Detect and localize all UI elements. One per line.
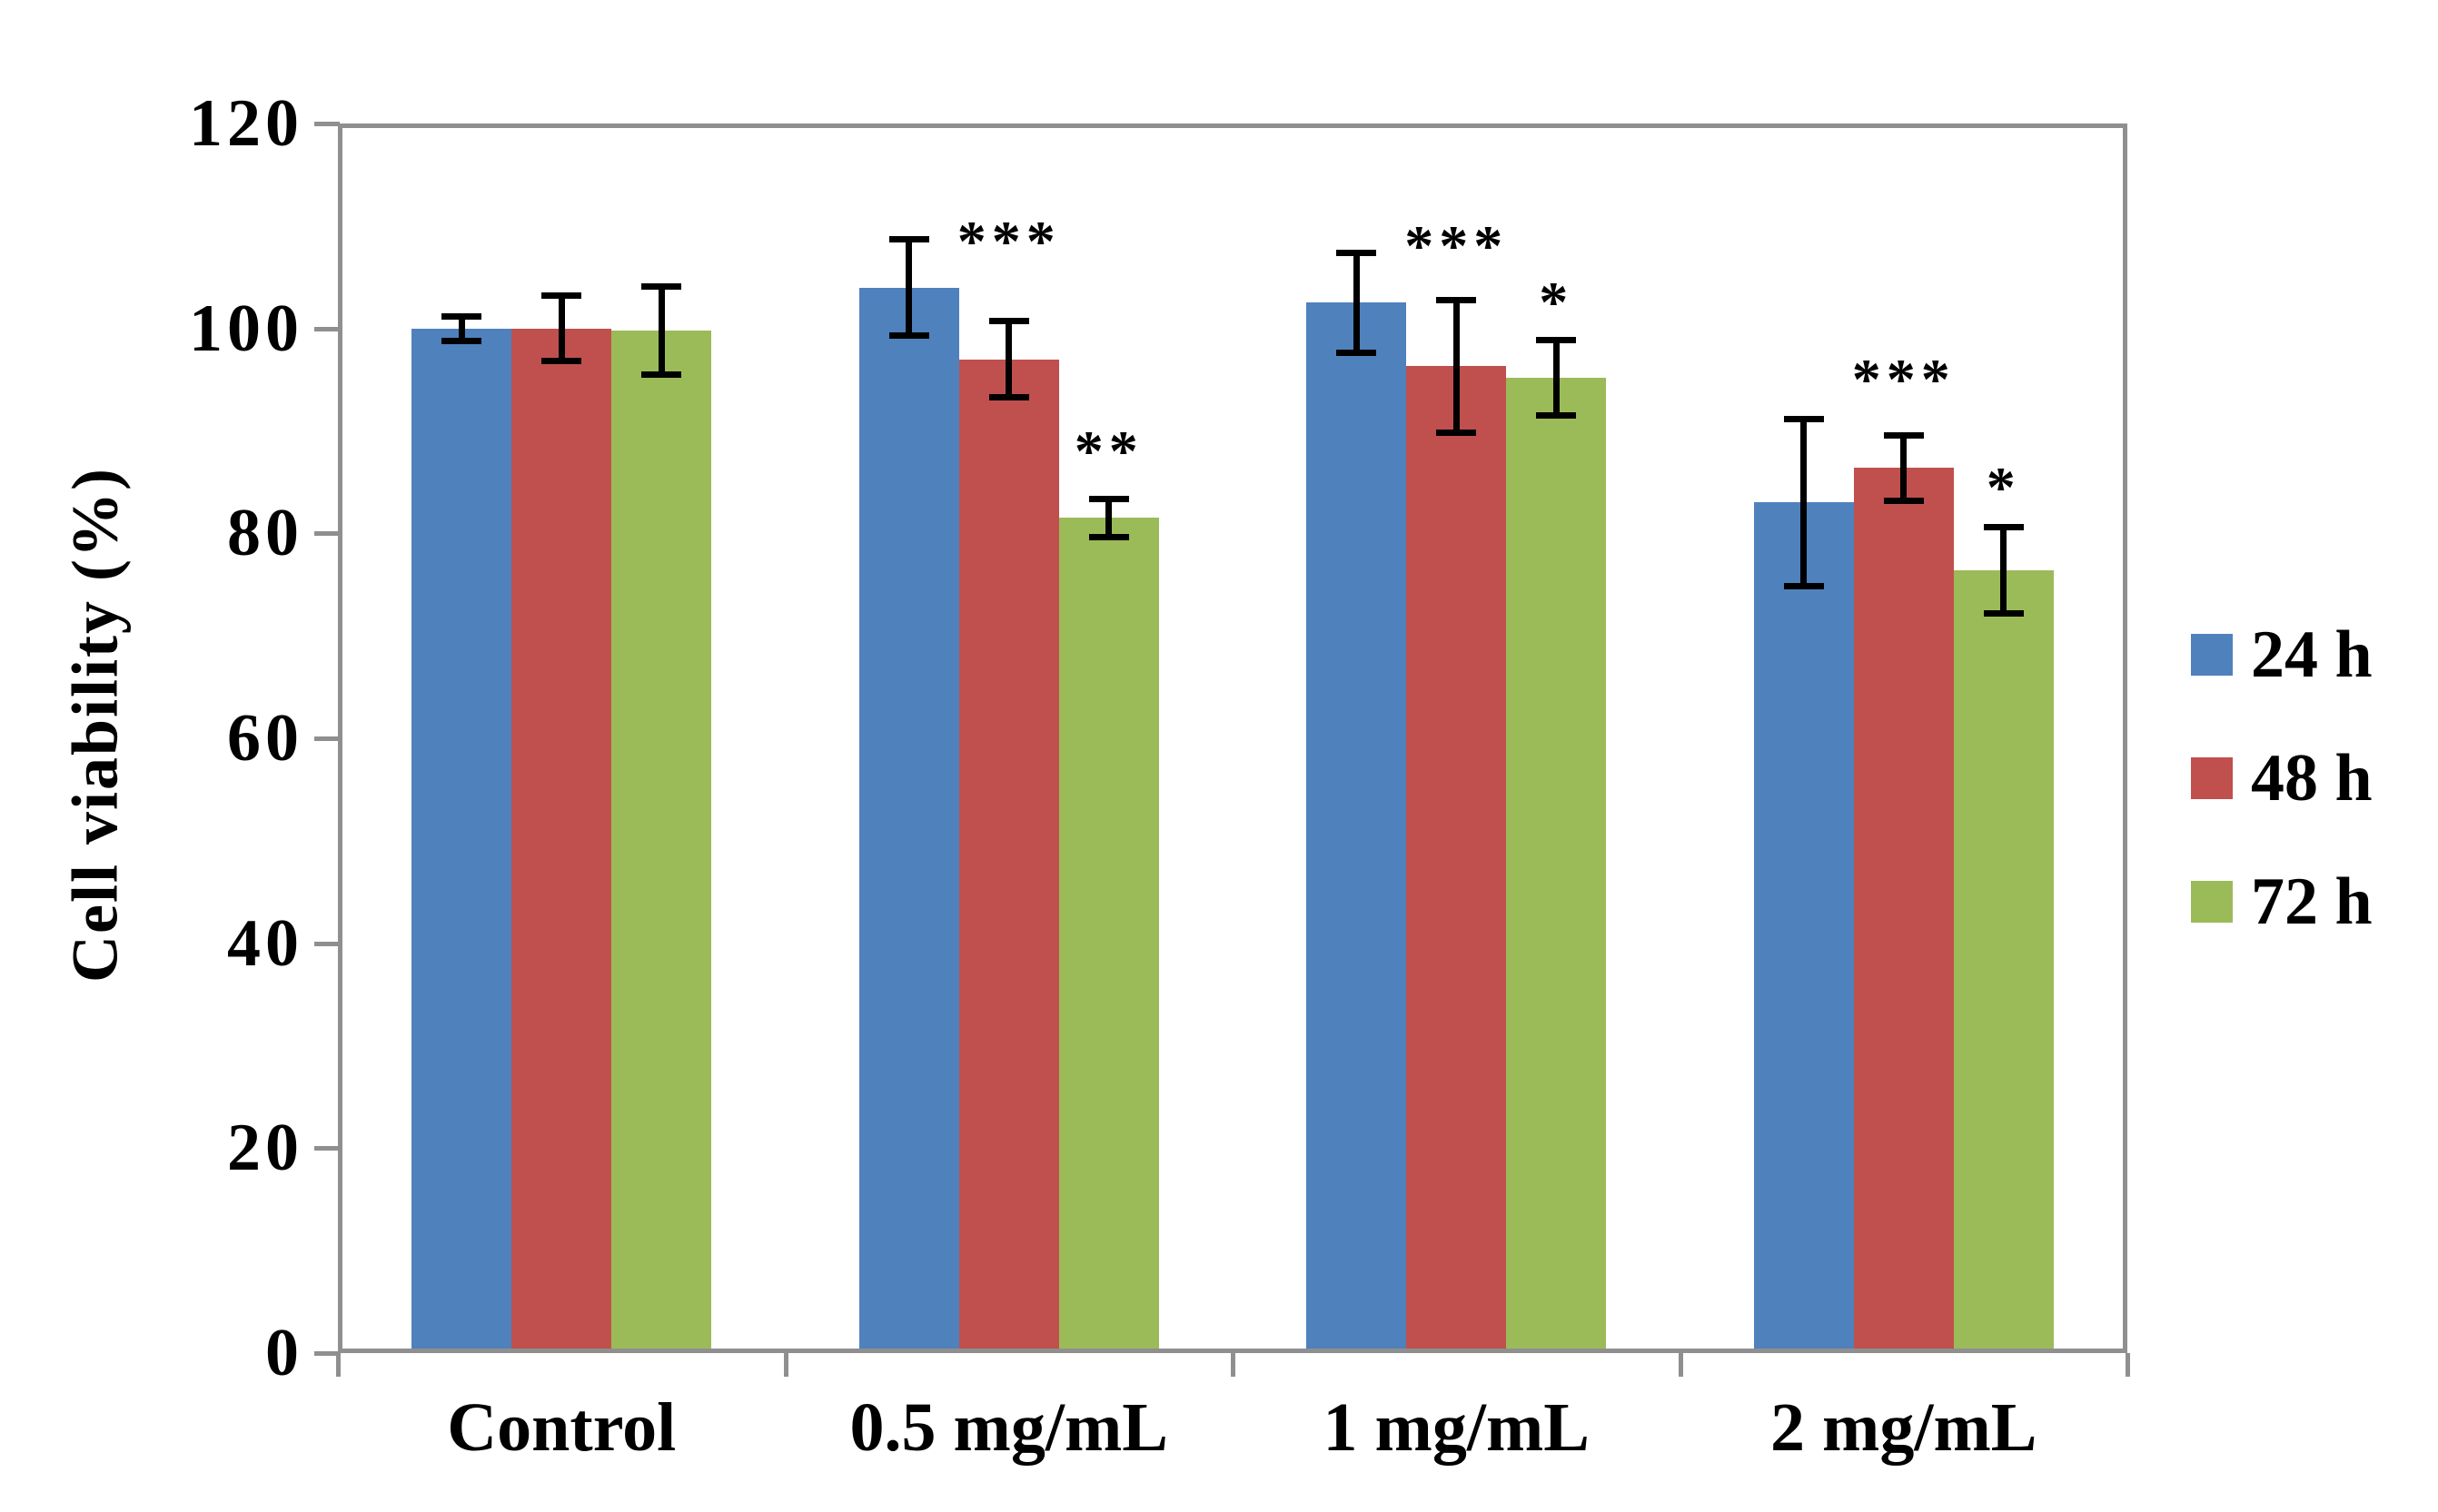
significance-marker: * [1986,454,2021,519]
error-bar-24h-control [458,312,465,344]
x-tick-mark [1678,1353,1683,1377]
significance-marker: ** [1074,419,1144,484]
error-bar-cap [1088,495,1129,502]
error-bar-cap [1883,497,1924,504]
x-axis-label-2-mg-ml: 2 mg/mL [1770,1389,2037,1466]
bar-48h-1-mg-ml [1406,366,1507,1351]
error-bar-cap [441,312,482,320]
error-bar-48h-0.5-mg-ml [1006,318,1013,400]
legend-swatch-72h-icon [2191,881,2233,923]
legend-label-72h: 72 h [2251,865,2373,939]
error-bar-72h-0.5-mg-ml [1105,495,1113,541]
x-axis-label-1-mg-ml: 1 mg/mL [1323,1389,1590,1466]
error-bar-cap [1536,336,1577,343]
legend-item-72h: 72 h [2191,866,2373,937]
error-bar-cap [1336,249,1377,256]
bar-24h-2-mg-ml [1753,502,1854,1351]
legend-item-48h: 48 h [2191,743,2373,814]
legend-item-24h: 24 h [2191,619,2373,690]
significance-marker: *** [1404,213,1509,279]
error-bar-cap [988,393,1029,400]
legend-swatch-48h-icon [2191,757,2233,799]
y-tick-mark [314,736,340,741]
x-tick-mark [2126,1353,2130,1377]
y-tick-label: 40 [227,905,303,981]
error-bar-24h-2-mg-ml [1800,415,1808,590]
y-tick-label: 80 [227,496,303,571]
bar-48h-0.5-mg-ml [958,359,1059,1351]
significance-marker: *** [956,208,1061,273]
bar-72h-2-mg-ml [1953,569,2054,1351]
y-tick-mark [314,1351,340,1356]
error-bar-cap [1436,430,1477,437]
error-bar-cap [1783,415,1824,422]
error-bar-cap [641,371,682,378]
y-tick-label: 120 [189,86,303,161]
legend: 24 h 48 h 72 h [2191,619,2373,937]
error-bar-24h-1-mg-ml [1353,249,1360,357]
y-tick-label: 20 [227,1111,303,1186]
y-tick-mark [314,122,340,126]
error-bar-72h-1-mg-ml [1552,336,1560,419]
error-bar-cap [988,318,1029,325]
bar-72h-1-mg-ml [1506,377,1607,1351]
error-bar-cap [1883,431,1924,439]
error-bar-cap [888,331,929,339]
error-bar-cap [1088,534,1129,541]
error-bar-cap [1983,609,2024,617]
error-bar-48h-control [558,292,565,365]
error-bar-cap [1536,411,1577,419]
legend-label-24h: 24 h [2251,618,2373,692]
y-tick-label: 60 [227,701,303,776]
error-bar-24h-0.5-mg-ml [906,236,913,339]
y-tick-mark [314,1146,340,1151]
error-bar-48h-2-mg-ml [1900,431,1908,504]
error-bar-cap [888,236,929,243]
legend-label-48h: 48 h [2251,741,2373,815]
bar-24h-1-mg-ml [1306,302,1407,1351]
error-bar-72h-control [658,283,665,378]
bar-48h-control [511,328,612,1351]
error-bar-cap [541,358,582,365]
y-tick-mark [314,326,340,331]
error-bar-cap [1983,524,2024,531]
legend-swatch-24h-icon [2191,634,2233,676]
y-tick-label: 0 [265,1316,303,1390]
y-tick-mark [314,531,340,537]
error-bar-48h-1-mg-ml [1452,296,1460,437]
x-axis-label-control: Control [447,1389,677,1466]
error-bar-cap [1436,296,1477,303]
error-bar-cap [1336,350,1377,357]
error-bar-cap [541,292,582,300]
error-bar-cap [1783,583,1824,590]
y-tick-mark [314,941,340,946]
x-tick-mark [1231,1353,1235,1377]
bar-72h-0.5-mg-ml [1058,518,1159,1351]
bar-24h-control [411,328,512,1351]
error-bar-cap [441,337,482,344]
x-tick-mark [336,1353,341,1377]
bar-24h-0.5-mg-ml [858,287,959,1351]
y-tick-label: 100 [189,291,303,366]
x-tick-mark [783,1353,788,1377]
x-axis-label-0.5-mg-ml: 0.5 mg/mL [849,1389,1168,1466]
error-bar-72h-2-mg-ml [2000,524,2007,617]
bar-48h-2-mg-ml [1853,468,1954,1351]
error-bar-cap [641,283,682,291]
significance-marker: *** [1851,347,1956,412]
significance-marker: * [1539,270,1574,335]
bar-72h-control [611,330,712,1351]
